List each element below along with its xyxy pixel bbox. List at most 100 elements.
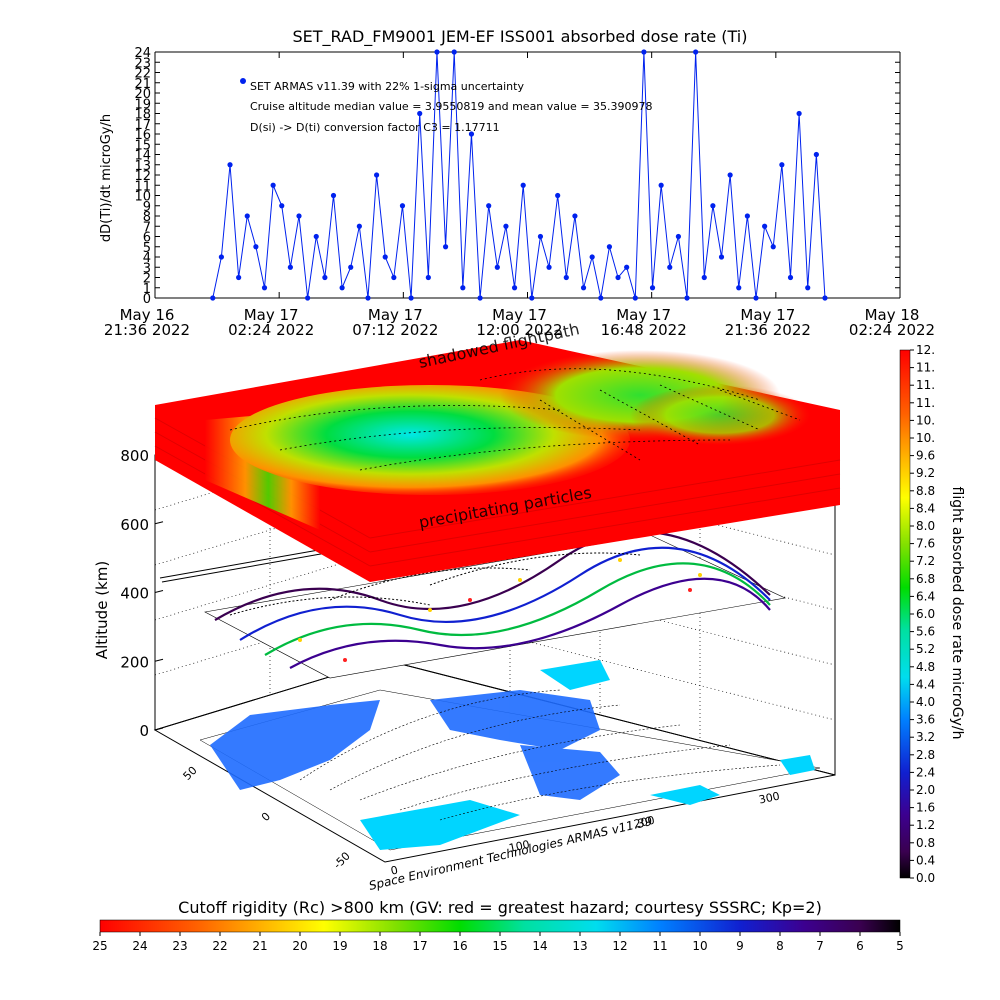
bottom-colorbar-label: 5 — [896, 939, 904, 953]
right-colorbar-label: 11. — [916, 396, 935, 410]
y-tick-label: 7 — [143, 220, 151, 235]
y-tick-label: 8 — [143, 210, 151, 225]
right-colorbar-label: 9.6 — [916, 449, 935, 463]
bottom-colorbar: Cutoff rigidity (Rc) >800 km (GV: red = … — [92, 898, 903, 953]
series-point — [537, 233, 544, 240]
lat-tick-label: -50 — [331, 850, 353, 872]
series-point — [330, 192, 337, 199]
x-tick-date: May 17 — [492, 306, 547, 324]
series-point — [287, 264, 293, 270]
right-colorbar-label: 0.8 — [916, 836, 935, 850]
y-tick-label: 1 — [143, 282, 151, 297]
right-colorbar-label: 8.8 — [916, 484, 935, 498]
top-y-axis-label: dD(Ti)/dt microGy/h — [99, 114, 114, 242]
series-point — [339, 285, 345, 291]
right-colorbar-label: 6.4 — [916, 589, 935, 603]
y-tick-label: 16 — [134, 128, 151, 143]
y-tick-label: 20 — [134, 87, 151, 102]
bottom-colorbar-label: 25 — [92, 939, 107, 953]
x-tick-date: May 17 — [616, 306, 671, 324]
x-tick-time: 12:00 2022 — [476, 321, 562, 339]
x-tick-time: 07:12 2022 — [352, 321, 438, 339]
lon-tick-label: 300 — [758, 790, 781, 807]
series-point — [529, 295, 535, 301]
series-point — [624, 264, 630, 270]
series-point — [486, 203, 492, 209]
z-tick-label: 0 — [139, 722, 149, 740]
series-point — [417, 110, 423, 117]
legend-marker — [240, 78, 246, 84]
series-point — [356, 223, 362, 229]
series-point — [658, 182, 664, 188]
right-colorbar-label: 11. — [916, 361, 935, 375]
right-colorbar-label: 3.6 — [916, 713, 935, 727]
annotation-line-1: SET ARMAS v11.39 with 22% 1-sigma uncert… — [250, 80, 524, 93]
series-point — [399, 203, 406, 209]
series-point — [460, 285, 466, 291]
right-colorbar: 0.0 0.4 0.8 1.2 1.6 2.0 2.4 2.8 3.2 3.6 4.0 4.4 4.8 5… — [899, 343, 965, 885]
series-point — [710, 203, 716, 209]
series-point — [511, 285, 518, 291]
series-line — [212, 51, 826, 299]
series-point — [494, 264, 500, 270]
y-tick-label: 14 — [134, 149, 151, 164]
series-point — [374, 172, 380, 178]
series-point — [813, 151, 819, 158]
right-colorbar-label: 1.2 — [916, 818, 935, 832]
bottom-colorbar-label: 17 — [412, 939, 427, 953]
series-point — [675, 233, 681, 240]
series-point — [606, 244, 613, 250]
top-annotations: SET ARMAS v11.39 with 22% 1-sigma uncert… — [250, 80, 653, 134]
y-tick-label: 6 — [143, 231, 151, 246]
right-colorbar-label: 0.0 — [916, 871, 935, 885]
3d-panel: 0 200 400 600 800 Altitude (km) 50 0 -50 0 100 2… — [93, 319, 841, 893]
series-point — [313, 233, 319, 240]
series-point — [718, 254, 725, 260]
x-tick-date: May 17 — [368, 306, 423, 324]
right-colorbar-label: 10. — [916, 413, 935, 427]
series-point — [253, 244, 259, 250]
series-point — [520, 182, 526, 188]
y-tick-label: 0 — [143, 292, 151, 307]
x-tick-date: May 17 — [244, 306, 299, 324]
bottom-colorbar-label: 7 — [816, 939, 824, 953]
series-point — [210, 295, 216, 301]
bottom-colorbar-label: 24 — [132, 939, 147, 953]
y-tick-label: 21 — [134, 77, 151, 92]
right-colorbar-labels: 0.0 0.4 0.8 1.2 1.6 2.0 2.4 2.8 3.2 3.6 4.0 4.4 4.8 5… — [910, 343, 935, 885]
right-colorbar-label: 1.6 — [916, 801, 935, 815]
series-point — [667, 264, 673, 270]
y-tick-label: 2 — [143, 272, 151, 287]
series-point — [546, 264, 552, 270]
series-point — [589, 254, 595, 260]
bottom-colorbar-label: 22 — [212, 939, 227, 953]
right-colorbar-label: 7.2 — [916, 554, 935, 568]
series-point — [468, 131, 475, 137]
z-tick-mark — [154, 521, 164, 525]
bottom-colorbar-label: 20 — [292, 939, 307, 953]
z-axis-ticks: 0 200 400 600 800 — [120, 447, 164, 740]
series-point — [649, 285, 656, 291]
bottom-colorbar-label: 18 — [372, 939, 387, 953]
right-colorbar-label: 9.2 — [916, 466, 935, 480]
world-map-layer — [199, 660, 821, 851]
series-point — [684, 295, 690, 301]
series-point — [442, 244, 449, 250]
right-colorbar-label: 4.0 — [916, 695, 935, 709]
z-tick-label: 800 — [120, 447, 149, 465]
series-point — [693, 49, 699, 55]
series-point — [632, 295, 638, 301]
right-colorbar-label: 11. — [916, 378, 935, 392]
z-tick-label: 600 — [120, 516, 149, 534]
right-colorbar-label: 8.4 — [916, 501, 935, 515]
right-colorbar-label: 2.8 — [916, 748, 935, 762]
series-point — [270, 182, 276, 188]
series-point — [451, 49, 457, 55]
y-tick-label: 10 — [134, 190, 151, 205]
bottom-colorbar-label: 11 — [652, 939, 667, 953]
x-tick-time: 16:48 2022 — [601, 321, 687, 339]
bottom-colorbar-labels: 25 24 23 22 21 20 19 18 17 16 15 14 13 12 11 10 9 8 7 6 5 — [92, 932, 904, 953]
annotation-line-2: Cruise altitude median value = 3.9550819… — [250, 100, 653, 113]
series-point — [322, 274, 328, 281]
